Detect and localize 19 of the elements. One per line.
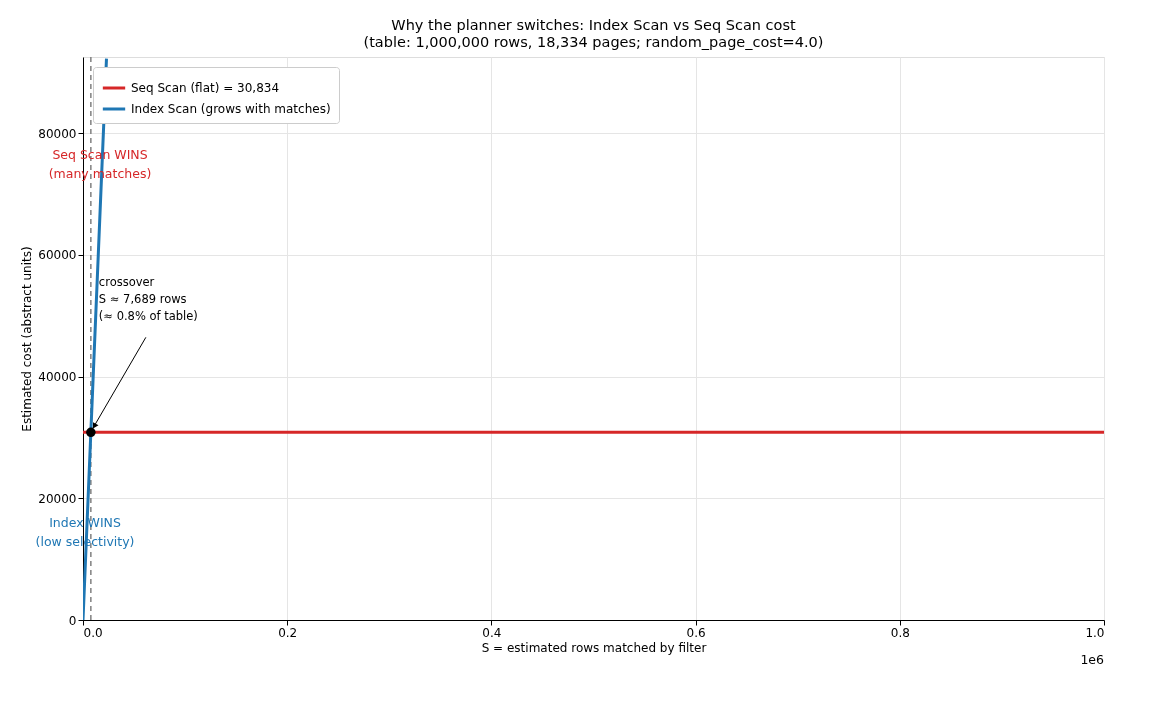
annotation: crossover S ≈ 7,689 rows (≈ 0.8% of table) — [98, 275, 198, 324]
x-axis-title: S = estimated rows matched by filter — [481, 640, 707, 655]
y-tick-label: 20000 — [38, 491, 77, 506]
x-tick-label: 0.4 — [482, 625, 502, 640]
legend-label: Index Scan (grows with matches) — [131, 102, 331, 116]
y-tick-label: 40000 — [38, 370, 77, 385]
y-tick-label: 80000 — [38, 126, 77, 141]
x-tick-label: 0.6 — [686, 625, 706, 640]
chart-title: Why the planner switches: Index Scan vs Seq Scan cost — [391, 17, 797, 34]
text: 1e6 — [1080, 652, 1105, 667]
x-tick-label: 0.2 — [278, 625, 298, 640]
x-tick-label: 0.8 — [890, 625, 910, 640]
chart-subtitle: (table: 1,000,000 rows, 18,334 pages; random_page_cost=4.0) — [363, 33, 824, 50]
x-tick-label: 0.0 — [83, 625, 103, 640]
y-axis-title: Estimated cost (abstract units) — [20, 246, 35, 432]
legend-label: Seq Scan (flat) = 30,834 — [131, 81, 280, 95]
y-tick-label: 60000 — [38, 248, 77, 263]
y-tick-label: 0 — [68, 613, 77, 628]
x-tick-label: 1.0 — [1085, 625, 1105, 640]
